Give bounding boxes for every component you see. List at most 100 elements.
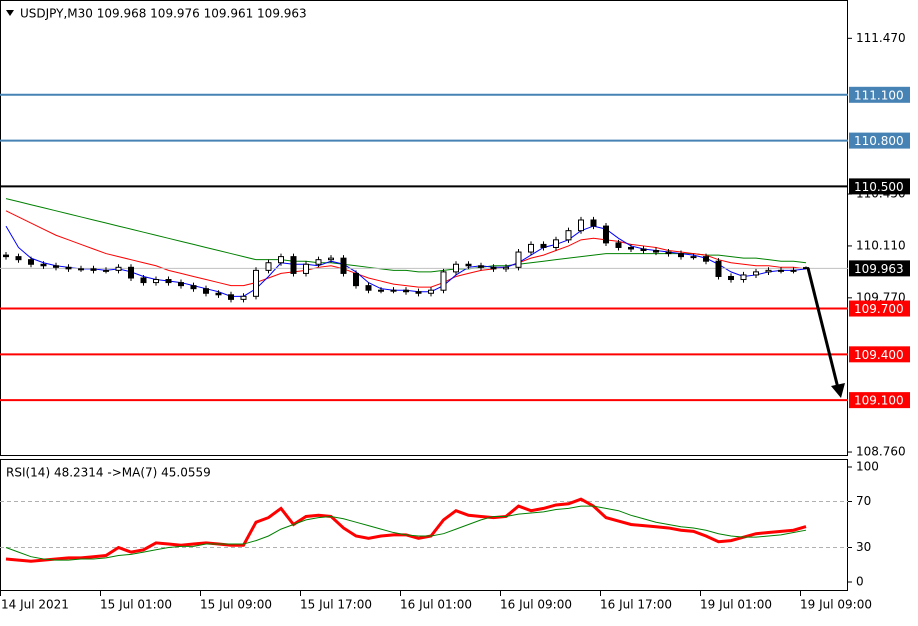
x-tick-label: 15 Jul 01:00 xyxy=(100,598,172,612)
candle-body xyxy=(465,263,472,267)
candle-body xyxy=(615,242,622,248)
candle-body xyxy=(678,253,684,258)
candle-body xyxy=(190,285,197,290)
candle-body xyxy=(215,292,222,296)
price-panel xyxy=(0,0,848,456)
candle-body xyxy=(403,289,409,293)
candle-body xyxy=(640,248,647,252)
x-tick-label: 15 Jul 17:00 xyxy=(300,598,372,612)
last-price-box xyxy=(849,260,910,277)
y-tick-label: 30 xyxy=(856,540,871,554)
level-label-box xyxy=(849,300,910,317)
candle-body xyxy=(490,266,497,270)
moving-average xyxy=(5,210,807,288)
candle-body xyxy=(253,269,259,297)
forecast-arrow xyxy=(806,267,845,398)
x-tick-label: 14 Jul 2021 xyxy=(1,598,69,612)
candle-body xyxy=(178,282,184,287)
candle-body xyxy=(78,268,84,271)
y-tick-label: 111.470 xyxy=(856,31,906,45)
candle-body xyxy=(265,262,272,271)
candle-body xyxy=(340,257,347,274)
candle-body xyxy=(478,265,484,268)
candle-body xyxy=(628,246,634,250)
candle-body xyxy=(365,285,372,291)
candle-body xyxy=(740,274,747,281)
candle-body xyxy=(378,289,384,292)
candle-body xyxy=(203,288,209,294)
level-label: 109.100 xyxy=(854,394,904,408)
candle-body xyxy=(153,279,159,284)
candle-body xyxy=(778,269,784,272)
arrow-shaft xyxy=(806,267,840,389)
candle-body xyxy=(728,275,734,281)
candle-body xyxy=(428,289,434,294)
y-tick-label: 100 xyxy=(856,460,879,474)
x-tick-label: 16 Jul 17:00 xyxy=(600,598,672,612)
level-label-box xyxy=(849,178,910,195)
candle-body xyxy=(328,257,334,261)
candle-body xyxy=(715,260,722,277)
candle-body xyxy=(528,243,534,253)
candle-body xyxy=(390,289,397,292)
rsi-header: RSI(14) 48.2314 ->MA(7) 45.0559 xyxy=(6,466,211,480)
candle-body xyxy=(228,294,234,300)
candle-body xyxy=(590,219,597,227)
candle-body xyxy=(415,291,422,294)
level-label: 110.500 xyxy=(854,180,904,194)
level-label: 109.700 xyxy=(854,302,904,316)
candle-body xyxy=(15,256,22,261)
level-label: 111.100 xyxy=(854,88,904,102)
candle-body xyxy=(703,256,709,262)
candle-body xyxy=(103,269,109,272)
candle-body xyxy=(540,243,547,248)
candle-body xyxy=(565,230,572,241)
candle-body xyxy=(90,268,97,271)
candle-body xyxy=(503,266,509,270)
level-label-box xyxy=(849,346,910,363)
candle-body xyxy=(53,265,59,268)
candle-body xyxy=(515,251,522,268)
x-tick-label: 16 Jul 01:00 xyxy=(400,598,472,612)
rsi-ma-line xyxy=(5,505,807,561)
candle-body xyxy=(65,266,72,270)
x-tick-label: 16 Jul 09:00 xyxy=(500,598,572,612)
candle-body xyxy=(753,271,759,276)
candle-body xyxy=(303,263,309,274)
arrow-head xyxy=(831,383,845,398)
level-label-box xyxy=(849,132,910,149)
x-tick-label: 19 Jul 01:00 xyxy=(700,598,772,612)
candle-body xyxy=(140,277,147,284)
candle-body xyxy=(28,259,34,265)
candle-body xyxy=(353,272,359,287)
time-axis xyxy=(0,592,918,626)
symbol-header: USDJPY,M30 109.968 109.976 109.961 109.9… xyxy=(20,7,307,21)
y-tick-label: 108.760 xyxy=(856,445,906,459)
level-label: 110.800 xyxy=(854,134,904,148)
candle-body xyxy=(453,263,459,273)
rsi-panel xyxy=(0,459,848,591)
y-tick-label: 110.110 xyxy=(856,238,906,252)
candle-body xyxy=(128,266,134,279)
candle-body xyxy=(603,225,609,244)
level-label-box xyxy=(849,86,910,103)
candle-body xyxy=(553,239,559,248)
y-tick-label: 70 xyxy=(856,494,871,508)
candle-body xyxy=(665,251,672,255)
candle-body xyxy=(278,256,284,264)
candle-body xyxy=(440,271,447,291)
candle-body xyxy=(690,256,697,259)
menu-triangle xyxy=(6,10,14,16)
last-price-label: 109.963 xyxy=(854,262,904,276)
candle-body xyxy=(765,269,772,273)
candle-body xyxy=(3,254,9,258)
candle-body xyxy=(653,250,659,253)
x-tick-label: 19 Jul 09:00 xyxy=(800,598,872,612)
level-label-box xyxy=(849,392,910,409)
candle-body xyxy=(40,263,47,267)
candle-body xyxy=(165,279,172,284)
candle-body xyxy=(115,266,122,271)
candle-body xyxy=(315,259,322,265)
